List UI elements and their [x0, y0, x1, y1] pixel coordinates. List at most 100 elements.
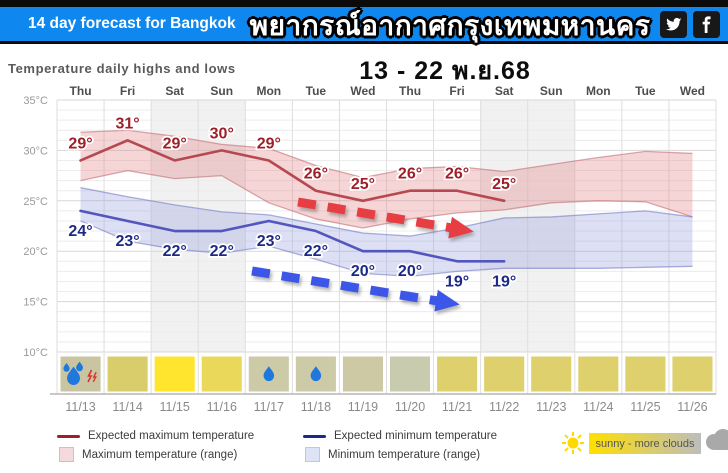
page-title: พยากรณ์อากาศกรุงเทพมหานคร [249, 10, 651, 41]
legend-item-expected-min: Expected minimum temperature [303, 430, 497, 442]
max-temp-label: 29° [257, 135, 281, 152]
day-label: Sun [210, 84, 233, 98]
header-bar: 14 day forecast for Bangkok [0, 7, 728, 44]
min-temp-label: 19° [445, 273, 469, 290]
condition-cell [107, 356, 148, 392]
weekend-shading [151, 100, 199, 352]
date-label: 11/21 [442, 400, 472, 414]
date-label: 11/19 [348, 400, 378, 414]
condition-cell [60, 356, 101, 392]
day-label: Sun [540, 84, 563, 98]
rain-drop-icon [263, 366, 275, 382]
min-temp-label: 23° [257, 233, 281, 250]
day-label: Wed [350, 84, 375, 98]
max-range-band [80, 130, 693, 229]
condition-cell [578, 356, 619, 392]
day-label: Tue [635, 84, 656, 98]
date-label: 11/22 [489, 400, 519, 414]
chart-heading: Temperature daily highs and lows [8, 61, 236, 76]
condition-cell [672, 356, 713, 392]
ytick-label: 25°C [23, 196, 48, 208]
day-label: Fri [449, 84, 464, 98]
max-temp-label: 31° [116, 115, 140, 132]
twitter-icon [665, 17, 682, 31]
min-temp-label: 22° [210, 243, 234, 260]
min-temp-label: 20° [398, 263, 422, 280]
condition-cell [342, 356, 383, 392]
twitter-share-button[interactable] [660, 11, 687, 38]
max-temp-label: 26° [445, 166, 469, 183]
ytick-label: 30°C [23, 145, 48, 157]
cloud-icon [702, 428, 728, 457]
date-label: 11/14 [112, 400, 142, 414]
min-line-swatch [303, 434, 326, 438]
ytick-label: 35°C [23, 95, 48, 107]
ytick-label: 20°C [23, 246, 48, 258]
thunder-icon [92, 371, 97, 383]
max-temp-label: 29° [68, 135, 92, 152]
legend-item-expected-max: Expected maximum temperature [57, 430, 254, 442]
date-label: 11/18 [301, 400, 331, 414]
trend-arrow-min [251, 266, 460, 312]
day-label: Mon [586, 84, 611, 98]
rain-drop-icon [63, 363, 70, 372]
legend-label: Expected minimum temperature [334, 430, 497, 442]
sun-icon [561, 431, 585, 458]
condition-cell [625, 356, 666, 392]
facebook-share-button[interactable] [693, 11, 720, 38]
condition-cell [390, 356, 431, 392]
condition-cell [484, 356, 525, 392]
weekend-shading [527, 100, 575, 352]
min-temp-label: 19° [492, 273, 516, 290]
legend-label: Maximum temperature (range) [82, 448, 238, 461]
date-label: 11/15 [159, 400, 189, 414]
rain-drop-icon [310, 366, 322, 382]
thunder-icon [87, 369, 93, 383]
min-temp-label: 20° [351, 263, 375, 280]
max-temp-label: 26° [304, 166, 328, 183]
chart-legend: Expected maximum temperature Expected mi… [0, 425, 728, 471]
condition-cell [531, 356, 572, 392]
date-label: 11/17 [254, 400, 284, 414]
day-label: Mon [256, 84, 281, 98]
ytick-label: 10°C [23, 347, 48, 359]
min-temp-label: 22° [304, 243, 328, 260]
legend-label: Expected maximum temperature [88, 430, 255, 442]
social-buttons [660, 11, 720, 38]
date-range-subtitle: 13 - 22 พ.ย.68 [359, 57, 531, 85]
rain-drop-icon [76, 361, 83, 372]
max-temp-label: 25° [492, 176, 516, 193]
weekend-shading [480, 100, 528, 352]
ytick-label: 15°C [23, 297, 48, 309]
day-label: Wed [680, 84, 705, 98]
min-temp-label: 23° [116, 233, 140, 250]
date-label: 11/16 [207, 400, 237, 414]
day-label: Thu [399, 84, 421, 98]
band-edge [80, 129, 693, 179]
legend-item-max-range: Maximum temperature (range) [59, 447, 237, 462]
date-label: 11/13 [65, 400, 95, 414]
min-range-swatch [305, 447, 320, 462]
max-line-swatch [57, 434, 80, 438]
band-edge [80, 220, 693, 278]
condition-cell [154, 356, 195, 392]
legend-label: Minimum temperature (range) [328, 448, 481, 461]
rain-drop-icon [67, 366, 81, 386]
max-temp-label: 30° [210, 125, 234, 142]
condition-cell [295, 356, 336, 392]
condition-cell [248, 356, 289, 392]
condition-cell [201, 356, 242, 392]
trend-arrow-max [297, 197, 474, 239]
condition-scale-bar: sunny - more clouds [589, 433, 701, 454]
facebook-icon [702, 16, 711, 33]
min-temp-label: 24° [68, 223, 92, 240]
date-label: 11/25 [630, 400, 660, 414]
day-label: Fri [120, 84, 135, 98]
day-label: Thu [70, 84, 92, 98]
date-label: 11/26 [677, 400, 707, 414]
date-label: 11/24 [583, 400, 613, 414]
band-edge [80, 169, 693, 229]
max-temp-label: 26° [398, 166, 422, 183]
